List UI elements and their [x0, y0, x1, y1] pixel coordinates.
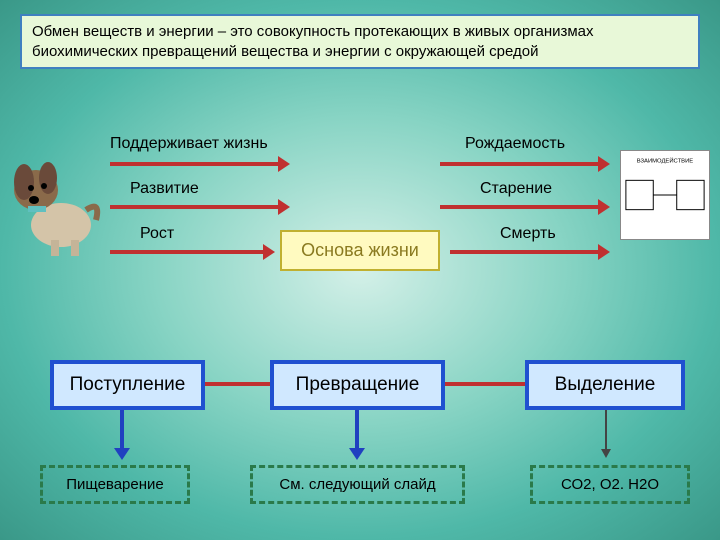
products-text: СО2, О2. Н2О: [561, 476, 659, 493]
basis-box: Основа жизни: [280, 230, 440, 271]
dog-illustration: [6, 140, 106, 260]
transform-box: Превращение: [270, 360, 445, 410]
intake-box: Поступление: [50, 360, 205, 410]
arrow-death: [450, 250, 600, 254]
label-growth: Рост: [140, 225, 174, 243]
connect-1: [205, 382, 270, 386]
label-death: Смерть: [500, 225, 556, 243]
digest-text: Пищеварение: [66, 476, 164, 493]
title-text: Обмен веществ и энергии – это совокупнос…: [32, 23, 594, 60]
digest-box: Пищеварение: [40, 465, 190, 504]
output-box: Выделение: [525, 360, 685, 410]
connect-2: [445, 382, 525, 386]
title-box: Обмен веществ и энергии – это совокупнос…: [20, 14, 700, 69]
arrow-growth: [110, 250, 265, 254]
side-diagram: ВЗАИМОДЕЙСТВИЕ: [620, 150, 710, 240]
label-develop: Развитие: [130, 180, 199, 198]
output-text: Выделение: [555, 374, 656, 395]
label-birth: Рождаемость: [465, 135, 565, 153]
label-aging: Старение: [480, 180, 552, 198]
label-maintain: Поддерживает жизнь: [110, 135, 268, 153]
intake-text: Поступление: [70, 374, 186, 395]
arrow-develop: [110, 205, 280, 209]
arrow-intake-down: [120, 410, 124, 450]
next-box: См. следующий слайд: [250, 465, 465, 504]
arrow-transform-down: [355, 410, 359, 450]
arrow-aging: [440, 205, 600, 209]
svg-text:ВЗАИМОДЕЙСТВИЕ: ВЗАИМОДЕЙСТВИЕ: [637, 157, 694, 165]
transform-text: Превращение: [296, 374, 420, 395]
arrow-maintain: [110, 162, 280, 166]
basis-text: Основа жизни: [301, 240, 419, 260]
arrow-output-down: [605, 410, 607, 450]
products-box: СО2, О2. Н2О: [530, 465, 690, 504]
arrow-birth: [440, 162, 600, 166]
next-text: См. следующий слайд: [279, 476, 435, 493]
